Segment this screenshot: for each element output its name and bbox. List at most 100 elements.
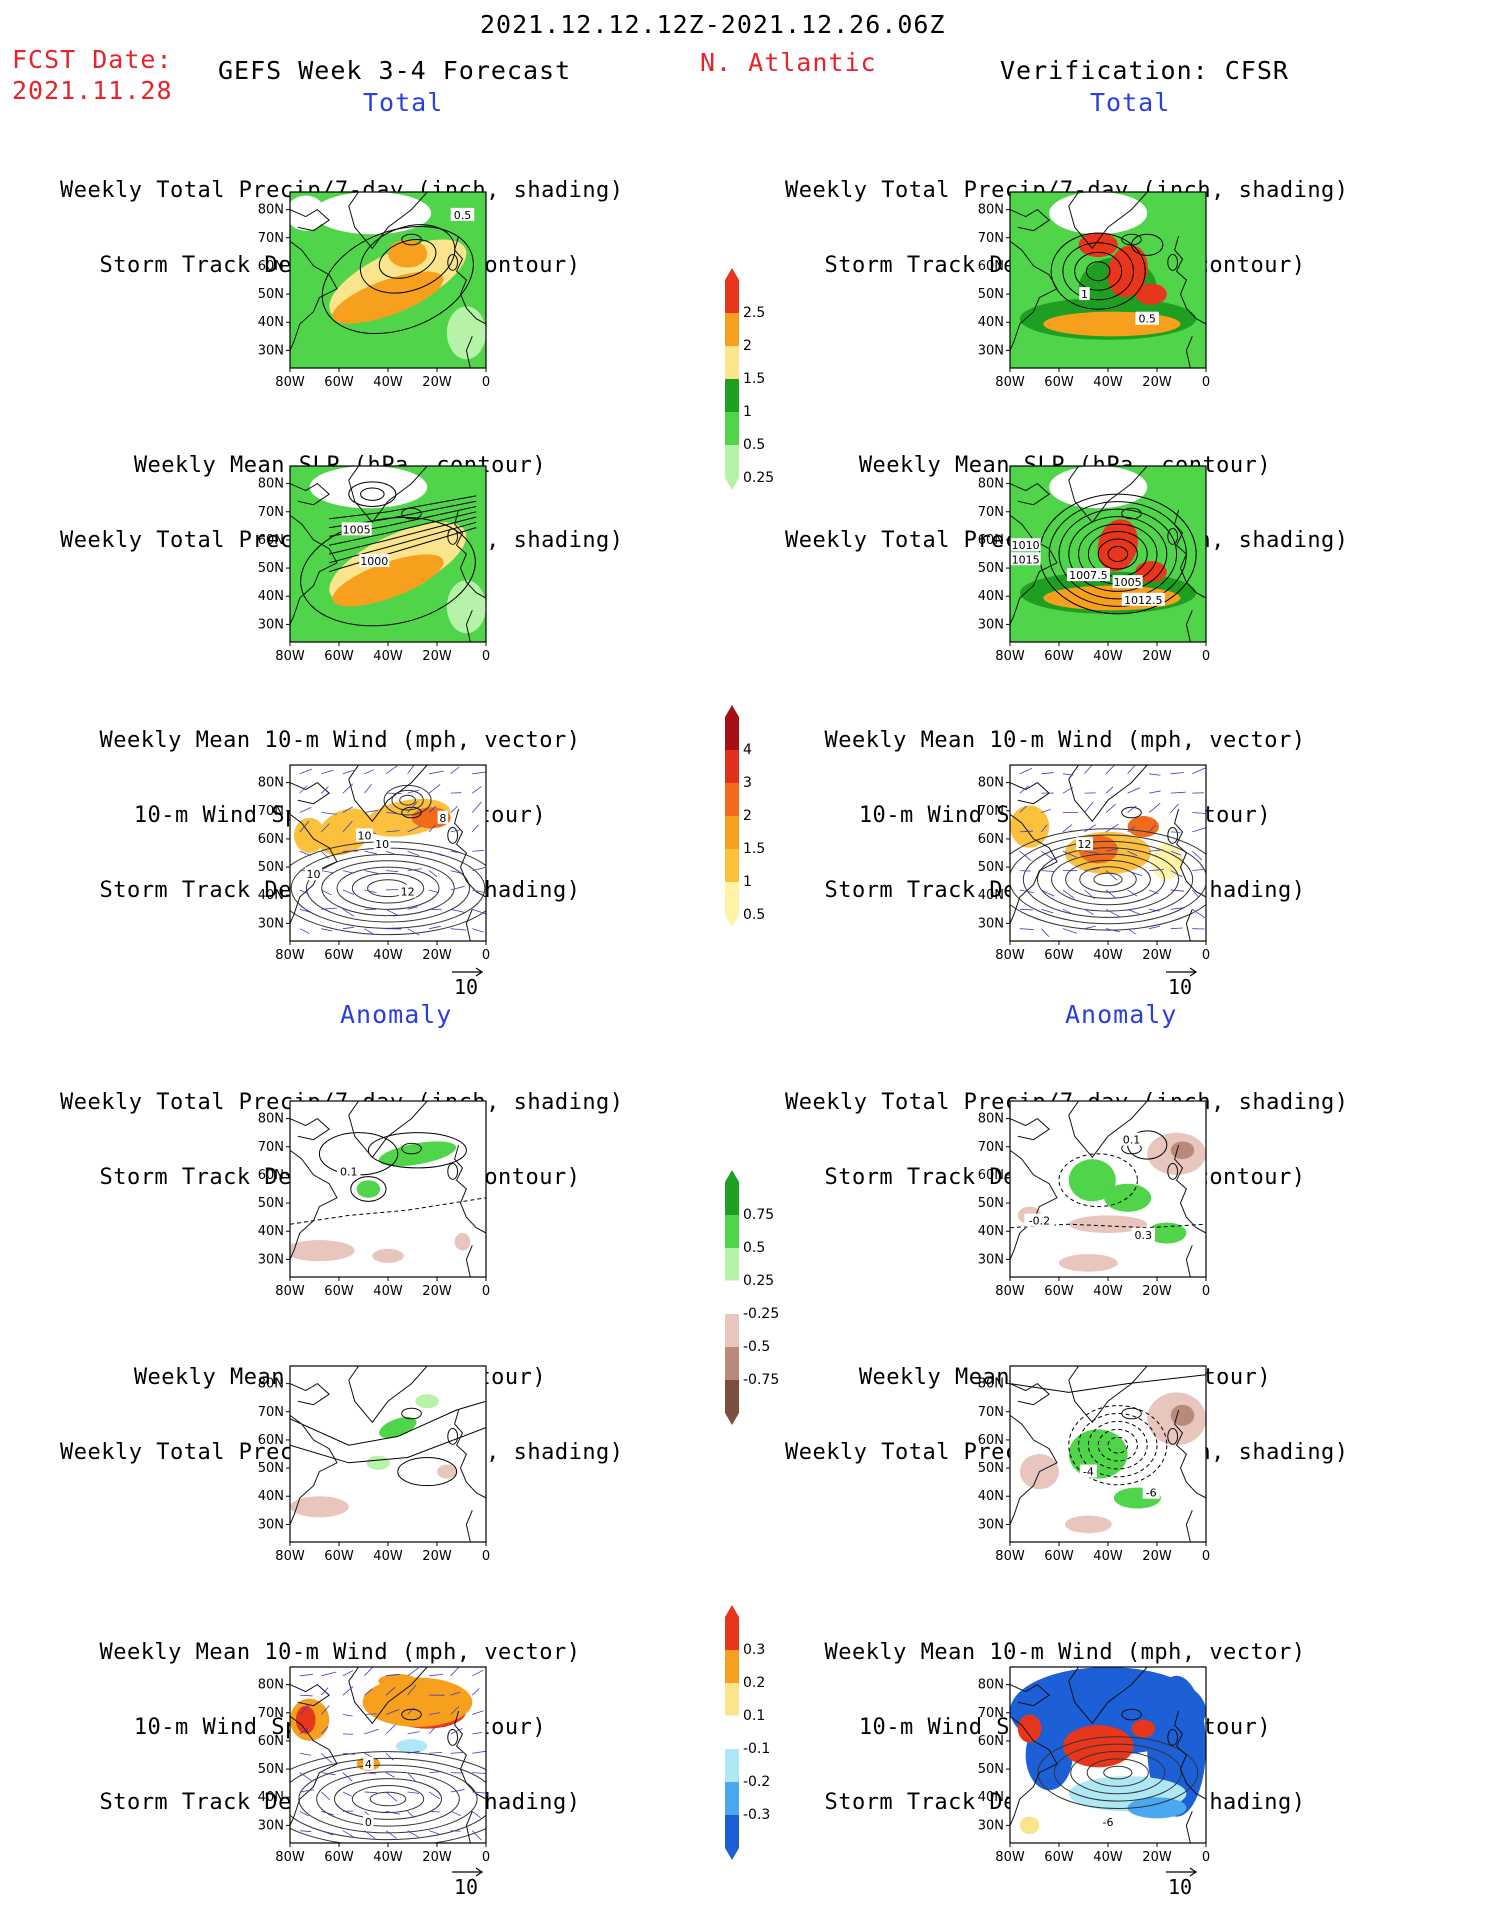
wind-vector: [321, 1791, 331, 1801]
coastline-africa: [1185, 909, 1193, 941]
colorbar-segment: [725, 1617, 739, 1650]
wind-vector: [472, 850, 484, 852]
coastline-africa: [1185, 610, 1193, 642]
coastline-arctic-islands: [290, 1117, 331, 1141]
colorbar-top-arrow: [725, 705, 739, 717]
lat-tick-label: 70N: [978, 804, 1004, 819]
contour-line: [1050, 232, 1146, 310]
map-panel-t2l: 1005 1000 80N 70N 60N 50N 40N 30N 80W 60W 40W 20W 0: [240, 462, 500, 662]
wind-vector: [1041, 928, 1050, 938]
coastline-north-america: [290, 813, 338, 924]
lon-tick-label: 60W: [1044, 649, 1074, 662]
wind-vector: [364, 850, 377, 855]
lat-tick-label: 60N: [258, 259, 284, 274]
lon-tick-label: 0: [1202, 649, 1210, 662]
coastline-british-isles: [1167, 1427, 1179, 1445]
contour-label: -4: [1083, 1466, 1094, 1479]
contour-label: 12: [401, 886, 415, 899]
lon-tick-label: 20W: [422, 649, 452, 662]
vector-ref-label: 10: [1168, 1875, 1192, 1899]
colorbar-label: 0.2: [743, 1675, 765, 1691]
lon-tick-label: 0: [482, 375, 490, 388]
colorbar-segment: [725, 717, 739, 750]
section-total-left: Total: [363, 88, 444, 117]
wind-vector: [472, 1772, 486, 1774]
wind-vector: [472, 1791, 486, 1794]
lat-tick-label: 60N: [978, 1168, 1004, 1183]
wind-vector: [429, 1712, 441, 1715]
wind-vector: [1170, 772, 1184, 775]
lat-tick-label: 30N: [978, 916, 1004, 931]
wind-vector: [428, 805, 437, 813]
contour-line: [1037, 1736, 1199, 1810]
lon-tick-label: 60W: [324, 649, 354, 662]
lon-tick-label: 60W: [324, 375, 354, 388]
wind-vector: [429, 1751, 443, 1754]
wind-vector: [407, 789, 420, 794]
shading-region: [1135, 283, 1167, 305]
axes: 80N 70N 60N 50N 40N 30N 80W 60W 40W 20W 0: [258, 465, 490, 662]
wind-vector: [299, 1673, 313, 1677]
colorbar-total-precip: 2.5 2 1.5 1 0.5 0.25: [715, 268, 785, 558]
colorbar-segment: [725, 1380, 739, 1413]
colorbar-label: 0.25: [743, 470, 774, 486]
wind-vector: [429, 1771, 440, 1773]
coastline-iceland: [1121, 507, 1142, 520]
wind-vector: [472, 908, 486, 915]
colorbar-anom-storm: 0.3 0.2 0.1 -0.1 -0.2 -0.3: [715, 1605, 785, 1895]
wind-vector: [450, 1667, 460, 1677]
title-line: Weekly Mean 10-m Wind (mph, vector): [99, 728, 581, 753]
lon-tick-label: 20W: [422, 1850, 452, 1863]
lat-tick-label: 50N: [258, 1196, 284, 1211]
wind-vector: [299, 1752, 312, 1756]
wind-vector: [1105, 803, 1116, 813]
wind-vector: [472, 1669, 484, 1677]
lat-tick-label: 80N: [978, 1112, 1004, 1127]
wind-vector: [364, 1688, 373, 1696]
contour-label-box: [305, 867, 323, 881]
contour-label-box: [1079, 1464, 1097, 1478]
contour-label-box: [1135, 311, 1159, 325]
contour-label-box: [341, 522, 372, 536]
contour-line: [333, 1778, 443, 1820]
section-total-right: Total: [1090, 88, 1171, 117]
coastline-iceland: [1121, 1407, 1142, 1420]
colorbar-label: -0.75: [743, 1372, 779, 1388]
wind-vector: [342, 1772, 353, 1782]
contour-label-box: [1112, 575, 1143, 589]
lat-tick-label: 30N: [978, 343, 1004, 358]
wind-vector: [1105, 870, 1118, 881]
coastline-africa: [465, 1510, 473, 1542]
coastline-arctic-islands: [290, 781, 331, 805]
contour-label-box: [373, 837, 391, 851]
contour-label: 4: [365, 1758, 372, 1771]
coastline-north-america: [290, 240, 338, 351]
title-line: Weekly Mean 10-m Wind (mph, vector): [99, 1640, 581, 1665]
wind-vector: [385, 1708, 400, 1715]
lat-tick-label: 80N: [978, 776, 1004, 791]
colorbar-segment: [725, 1650, 739, 1683]
wind-vector: [1192, 827, 1206, 833]
lon-tick-label: 60W: [1044, 375, 1074, 388]
wind-vector: [1191, 889, 1200, 898]
wind-vector: [1084, 867, 1100, 871]
coastline-europe: [1174, 808, 1206, 898]
lat-tick-label: 30N: [978, 1517, 1004, 1532]
contour-label: 0.1: [1123, 1134, 1141, 1147]
wind-vector: [428, 824, 436, 833]
wind-vector: [321, 907, 337, 910]
colorbar-bottom-arrow: [725, 478, 739, 490]
colorbar-top-arrow: [725, 268, 739, 280]
contour-label: 0.5: [454, 209, 472, 222]
wind-vector: [472, 928, 485, 933]
colorbar-segment: [725, 346, 739, 379]
lat-tick-label: 70N: [978, 505, 1004, 520]
wind-vector: [1127, 825, 1136, 833]
wind-vector: [299, 928, 310, 934]
wind-vector: [385, 908, 399, 917]
coastline-greenland: [348, 765, 428, 823]
wind-vector: [1105, 908, 1120, 917]
wind-vector: [407, 868, 422, 871]
map-panel-a2r: -4 -6 80N 70N 60N 50N 40N 30N 80W 60W 40W 20W 0: [960, 1362, 1220, 1562]
